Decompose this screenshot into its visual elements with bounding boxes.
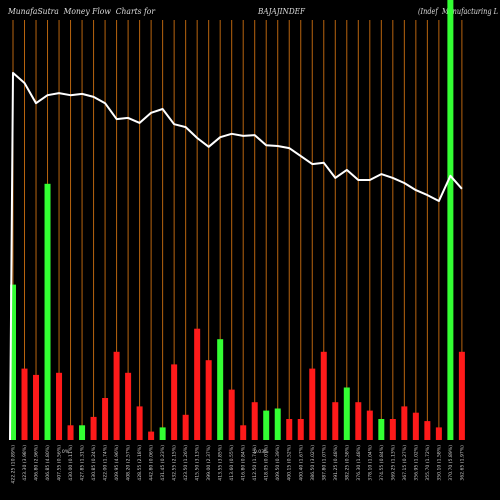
bar-outflow <box>67 425 74 440</box>
x-tick-label: 432.55 (2.15%) <box>172 445 178 481</box>
x-tick-label: 431.45 (0.23%) <box>160 445 166 481</box>
price-line <box>9 71 463 441</box>
x-tick-label: 406.80 (2.96%) <box>34 445 40 481</box>
x-tick-label: 350.10 (1.58%) <box>436 445 442 481</box>
x-tick-label: 400.40 (1.67%) <box>298 445 304 481</box>
bar-outflow <box>21 368 28 440</box>
bar-outflow <box>90 416 97 440</box>
x-tick-label: 442.80 (0.06%) <box>149 445 155 481</box>
x-tick-label: 422.00 (1.74%) <box>103 445 109 481</box>
x-tick-label: 387.80 (1.07%) <box>321 445 327 481</box>
x-tick-label: 428.55 (2.18%) <box>137 445 143 481</box>
bar-inflow <box>159 427 166 440</box>
bar-outflow <box>435 427 442 440</box>
bar-outflow <box>228 389 235 440</box>
bar-outflow <box>171 364 178 440</box>
x-tick-label: 418.05 (0.07%) <box>264 445 270 481</box>
chart-title: MunafaSutra Money Flow Charts for <box>7 7 156 16</box>
x-tick-label: 400.15 (0.52%) <box>287 445 293 481</box>
bar-outflow <box>148 431 155 440</box>
x-tick-label: 391.25 (0.48%) <box>333 445 339 481</box>
x-tick-label: 415.50 (3.13%) <box>195 445 201 481</box>
x-tick-label: 423.50 (1.26%) <box>183 445 189 481</box>
bar-outflow <box>194 328 201 440</box>
bar-outflow <box>113 351 120 440</box>
bar-inflow <box>263 410 270 440</box>
bar-outflow <box>424 421 431 440</box>
x-tick-label: 386.50 (3.02%) <box>310 445 316 481</box>
chart-annotations: 0% 0.03% <box>62 449 269 455</box>
x-tick-label: 413.55 (3.85%) <box>218 445 224 481</box>
x-tick-label: 362.65 (1.97%) <box>459 445 465 481</box>
bar-outflow <box>33 374 40 440</box>
bar-outflow <box>56 372 63 440</box>
bar-outflow <box>366 410 373 440</box>
bar-outflow <box>297 419 304 440</box>
x-tick-label: 413.60 (0.55%) <box>229 445 235 481</box>
x-tick-label: 416.80 (0.84%) <box>241 445 247 481</box>
bar-outflow <box>320 351 327 440</box>
bar-outflow <box>251 402 258 440</box>
bar-inflow <box>79 425 86 440</box>
x-tick-label: 409.95 (4.96%) <box>114 445 120 481</box>
x-tick-label: 423.30 (3.98%) <box>22 445 28 481</box>
bar-inflow <box>447 0 454 440</box>
annotation-label: 0.03% <box>254 449 269 455</box>
bar-inflow <box>44 183 51 441</box>
x-tick-label: 412.50 (1.74%) <box>252 445 258 481</box>
x-tick-label: 370.70 (5.89%) <box>448 445 454 481</box>
bar-inflow <box>274 408 281 440</box>
x-tick-label: 430.00 (0.11%) <box>68 445 74 481</box>
money-flow-bars <box>10 0 465 441</box>
bar-outflow <box>286 419 293 440</box>
x-tick-labels: 422.25 (10.89%) 423.30 (3.98%) 406.80 (2.9… <box>11 445 466 484</box>
x-tick-label: 355.70 (1.72%) <box>425 445 431 481</box>
bar-outflow <box>125 372 132 440</box>
x-tick-label: 408.20 (2.57%) <box>126 445 132 481</box>
bar-outflow <box>136 406 143 440</box>
x-tick-label: 369.25 (1.13%) <box>390 445 396 481</box>
x-tick-label: 382.25 (0.58%) <box>344 445 350 481</box>
bar-inflow <box>343 387 350 440</box>
bar-outflow <box>309 368 316 440</box>
x-tick-label: 376.30 (1.48%) <box>356 445 362 481</box>
bar-outflow <box>412 412 419 440</box>
bar-inflow <box>217 339 224 440</box>
x-tick-label: 378.10 (1.04%) <box>367 445 373 481</box>
x-tick-label: 399.00 (2.37%) <box>206 445 212 481</box>
x-tick-label: 430.85 (0.24%) <box>91 445 97 481</box>
bar-outflow <box>458 351 465 440</box>
x-tick-label: 374.55 (0.84%) <box>379 445 385 481</box>
price-line-group <box>9 71 463 441</box>
bar-outflow <box>389 419 396 440</box>
x-tick-label: 407.55 (0.56%) <box>57 445 63 481</box>
x-tick-label: 422.25 (10.89%) <box>11 445 17 484</box>
x-tick-label: 427.85 (1.31%) <box>80 445 86 481</box>
x-tick-label: 356.95 (1.02%) <box>413 445 419 481</box>
chart-symbol: BAJAJINDEF <box>257 7 305 16</box>
bar-outflow <box>240 425 247 440</box>
x-tick-label: 409.50 (0.39%) <box>275 445 281 481</box>
chart-header: MunafaSutra Money Flow Charts for BAJAJI… <box>7 7 498 16</box>
bar-outflow <box>102 398 109 440</box>
bar-inflow <box>378 419 385 440</box>
annotation-label: 0% <box>62 449 70 455</box>
bar-inflow <box>10 284 16 440</box>
bar-outflow <box>401 406 408 440</box>
x-tick-label: 406.85 (4.80%) <box>45 445 51 481</box>
x-tick-label: 367.15 (0.27%) <box>402 445 408 481</box>
bar-outflow <box>205 360 212 440</box>
chart-company: (Indef Manufacturing L <box>418 7 498 16</box>
bar-outflow <box>332 402 339 440</box>
bar-outflow <box>355 402 362 440</box>
bar-outflow <box>182 414 189 440</box>
